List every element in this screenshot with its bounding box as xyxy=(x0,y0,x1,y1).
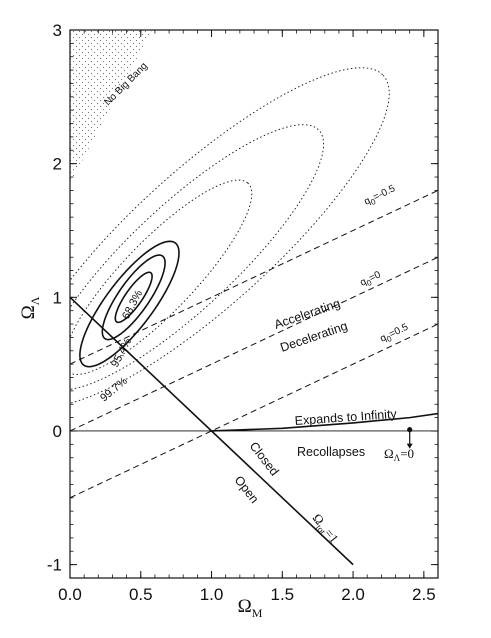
open-label: Open xyxy=(232,473,262,506)
x-axis-title: ΩM xyxy=(238,596,263,620)
y-axis-subscript: Λ xyxy=(28,296,42,305)
y-axis-title: ΩΛ xyxy=(18,296,42,319)
x-tick-label: 0.5 xyxy=(129,585,153,604)
closed-label: Closed xyxy=(247,439,282,478)
q0-zero-label: q0=0 xyxy=(358,269,383,290)
x-tick-label: 0.0 xyxy=(58,585,82,604)
marker-point xyxy=(407,427,413,433)
plot-content xyxy=(70,30,438,566)
confidence-contour xyxy=(101,254,166,341)
model-lines xyxy=(70,189,438,566)
y-tick-label: 2 xyxy=(53,155,62,174)
q0-minus-half-label: q0=-0.5 xyxy=(362,183,398,209)
no-big-bang-region xyxy=(70,30,153,184)
confidence-contours xyxy=(70,67,390,404)
x-tick-label: 2.5 xyxy=(412,585,436,604)
y-tick-label: 3 xyxy=(53,21,62,40)
confidence-contour xyxy=(70,179,253,375)
confidence-contour xyxy=(70,67,390,404)
omega-tot-label: Ωtot=1 xyxy=(308,511,342,547)
model-line xyxy=(70,323,438,499)
model-line xyxy=(70,256,438,432)
axis-ticks: 0.0 0.5 1.0 1.5 2.0 2.5 -1 0 1 2 3 xyxy=(47,21,439,604)
x-tick-label: 1.5 xyxy=(270,585,294,604)
x-tick-label: 1.0 xyxy=(200,585,224,604)
contour-95-label: 95.4% xyxy=(109,336,134,369)
y-tick-label: 0 xyxy=(53,422,62,441)
contour-68-label: 68.3% xyxy=(120,288,145,321)
confidence-contour xyxy=(79,240,180,368)
model-line xyxy=(211,412,438,432)
q0-half-label: q0=0.5 xyxy=(378,322,411,347)
expands-to-infinity-label: Expands to Infinity xyxy=(294,407,398,428)
x-axis-subscript: M xyxy=(252,606,263,620)
omega-lambda-label: ΩΛ=0 xyxy=(384,446,414,463)
omega-lambda-zero-marker xyxy=(406,427,413,449)
recollapses-label: Recollapses xyxy=(297,445,365,459)
model-line xyxy=(70,189,438,365)
y-tick-label: 1 xyxy=(53,288,62,307)
x-tick-label: 2.0 xyxy=(341,585,365,604)
confidence-contour xyxy=(70,124,325,390)
marker-arrow xyxy=(406,443,413,449)
contour-99-label: 99.7% xyxy=(98,375,130,404)
y-tick-label: -1 xyxy=(47,556,62,575)
confidence-contour xyxy=(114,271,153,324)
